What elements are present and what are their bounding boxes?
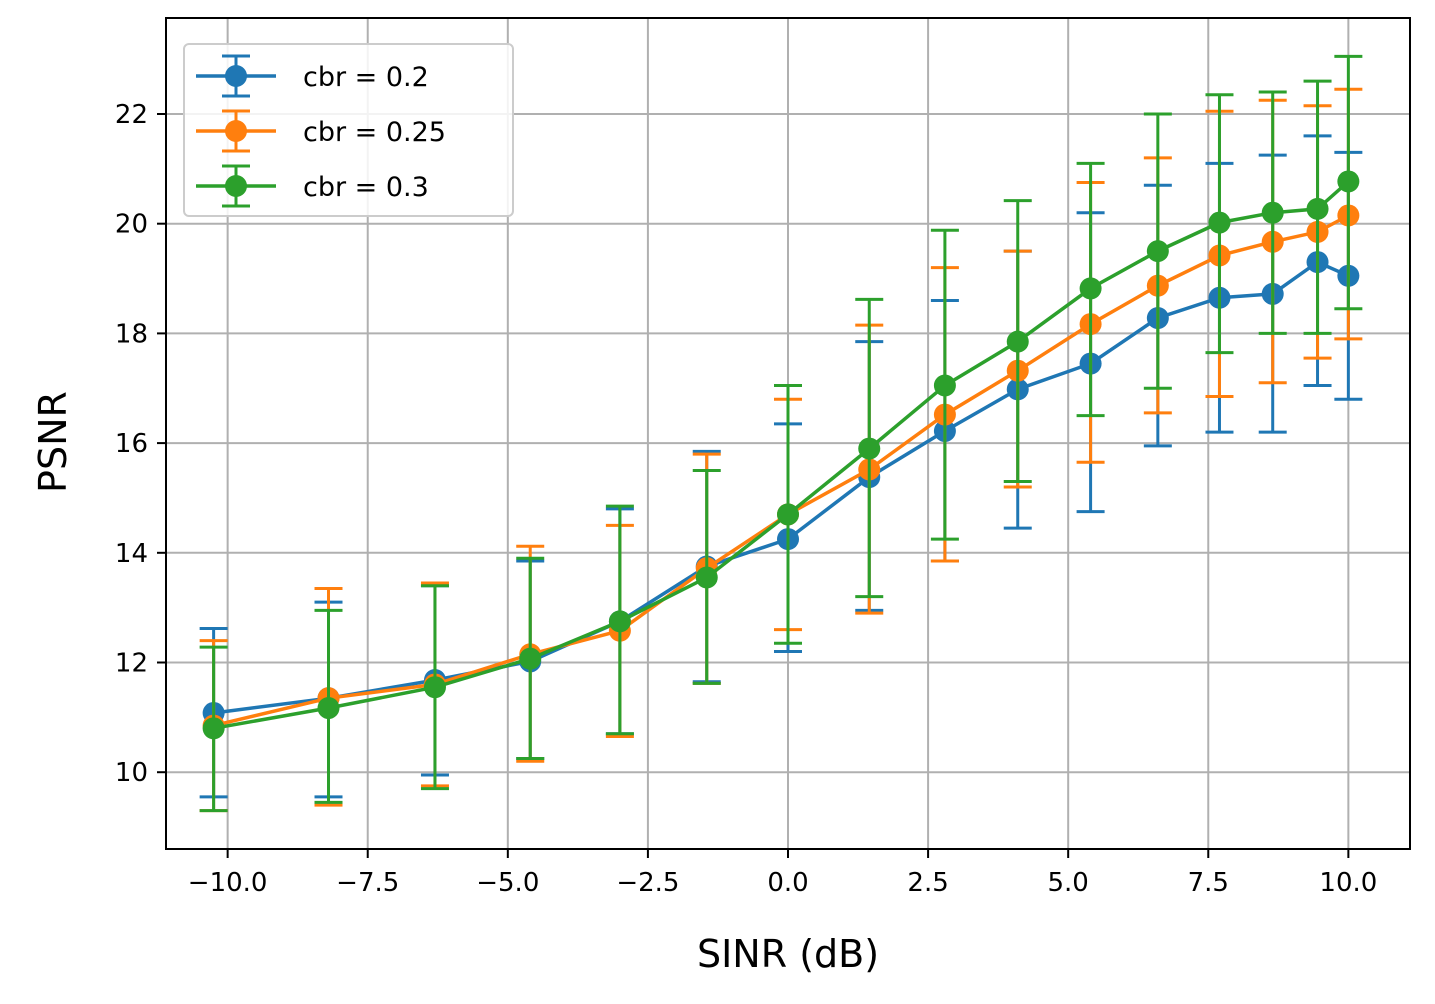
data-point bbox=[1208, 212, 1230, 234]
data-point bbox=[318, 697, 340, 719]
data-point bbox=[1007, 331, 1029, 353]
data-point bbox=[519, 648, 541, 670]
data-point bbox=[609, 610, 631, 632]
data-point bbox=[777, 503, 799, 525]
data-point bbox=[858, 438, 880, 460]
x-tick-label: 10.0 bbox=[1319, 868, 1377, 898]
y-tick-label: 18 bbox=[115, 319, 148, 349]
data-point bbox=[1262, 202, 1284, 224]
y-tick-label: 14 bbox=[115, 539, 148, 569]
x-tick-label: 0.0 bbox=[767, 868, 808, 898]
legend-label: cbr = 0.25 bbox=[303, 117, 446, 148]
x-tick-label: 5.0 bbox=[1048, 868, 1089, 898]
data-point bbox=[696, 566, 718, 588]
y-axis-label: PSNR bbox=[31, 391, 75, 493]
data-point bbox=[424, 676, 446, 698]
legend-label: cbr = 0.3 bbox=[303, 172, 429, 203]
x-tick-label: −7.5 bbox=[336, 868, 399, 898]
data-point bbox=[203, 717, 225, 739]
x-tick-label: −10.0 bbox=[188, 868, 268, 898]
x-tick-label: 7.5 bbox=[1188, 868, 1229, 898]
legend-label: cbr = 0.2 bbox=[303, 62, 429, 93]
y-tick-label: 20 bbox=[115, 210, 148, 240]
data-point bbox=[1307, 198, 1329, 220]
data-point bbox=[1080, 277, 1102, 299]
legend-marker bbox=[225, 175, 247, 197]
x-axis-label: SINR (dB) bbox=[697, 932, 879, 976]
psnr-vs-sinr-chart: −10.0 −7.5 −5.0 −2.5 0.0 2.5 5.0 7.5 10.0 10 12 14 1… bbox=[0, 0, 1435, 1004]
data-point bbox=[934, 375, 956, 397]
legend-marker bbox=[225, 120, 247, 142]
x-tick-label: 2.5 bbox=[907, 868, 948, 898]
x-tick-label: −5.0 bbox=[476, 868, 539, 898]
data-point bbox=[1337, 170, 1359, 192]
y-tick-label: 16 bbox=[115, 429, 148, 459]
legend-marker bbox=[225, 65, 247, 87]
y-tick-label: 12 bbox=[115, 649, 148, 679]
y-tick-label: 22 bbox=[115, 100, 148, 130]
data-point bbox=[1147, 240, 1169, 262]
legend: cbr = 0.2 cbr = 0.25 cbr = 0.3 bbox=[184, 44, 513, 216]
y-tick-label: 10 bbox=[115, 758, 148, 788]
x-tick-label: −2.5 bbox=[616, 868, 679, 898]
